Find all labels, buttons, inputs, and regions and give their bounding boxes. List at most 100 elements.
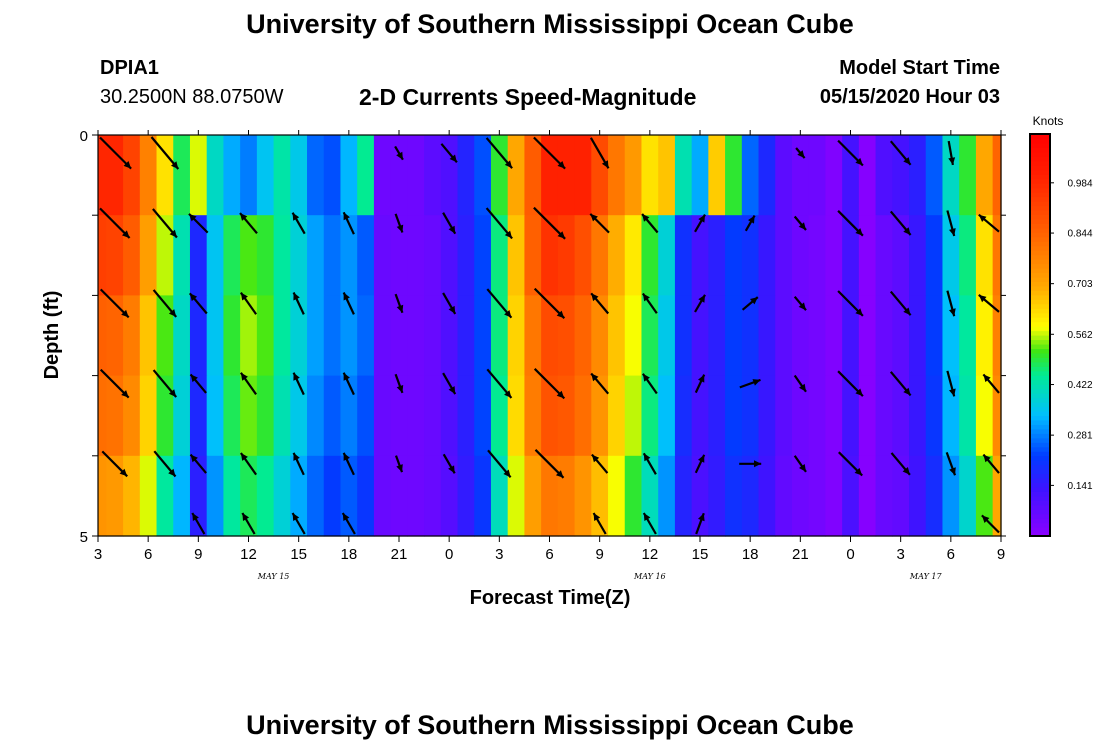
heatmap-cell: [975, 135, 994, 216]
arrow-head: [343, 372, 350, 381]
arrow-head: [556, 390, 565, 399]
heatmap-cell: [758, 375, 776, 457]
heatmap-cell: [173, 215, 191, 296]
heatmap-cell: [975, 455, 994, 537]
current-arrow: [978, 294, 1000, 313]
arrow-head: [189, 293, 198, 302]
heatmap-cell: [373, 375, 392, 457]
heatmap-cell: [139, 375, 158, 457]
heatmap-cell: [457, 455, 475, 537]
heatmap-cell: [591, 375, 609, 457]
heatmap-cell: [591, 295, 609, 377]
x-tick-label: 6: [947, 546, 955, 563]
heatmap-cell: [808, 295, 827, 377]
heatmap-cell: [156, 375, 174, 457]
arrow-head: [949, 228, 956, 236]
current-arrow: [442, 212, 457, 235]
colorbar-segment: [1030, 424, 1050, 430]
heatmap-cell: [223, 295, 241, 377]
current-arrow: [291, 512, 306, 535]
heatmap-cell: [925, 215, 944, 296]
current-arrow: [485, 207, 513, 240]
heatmap-cell: [273, 135, 291, 216]
heatmap-cell: [240, 215, 258, 296]
heatmap-cell: [858, 295, 877, 377]
colorbar-segment: [1030, 178, 1050, 184]
heatmap-cell: [674, 455, 693, 537]
x-tick-label: 0: [846, 546, 854, 563]
current-arrow: [694, 454, 706, 474]
colorbar-segment: [1030, 495, 1050, 501]
heatmap-cell: [98, 135, 107, 216]
heatmap-cell: [992, 215, 1002, 296]
heatmap-cell: [373, 455, 392, 537]
heatmap-cell: [808, 215, 827, 296]
heatmap-cell: [373, 295, 392, 377]
heatmap-cell: [323, 455, 342, 537]
x-tick-label: 21: [391, 546, 408, 563]
arrow-head: [698, 454, 705, 463]
colorbar-segment: [1030, 201, 1050, 207]
heatmap-cell: [206, 135, 225, 216]
arrow-head: [642, 214, 650, 222]
current-arrow: [744, 215, 756, 232]
colorbar-segment: [1030, 160, 1050, 166]
arrow-head: [293, 292, 300, 301]
colorbar-segment: [1030, 272, 1050, 278]
colorbar-segment: [1030, 183, 1050, 189]
heatmap-cell: [942, 455, 960, 537]
heatmap-cell: [858, 455, 877, 537]
arrow-head: [396, 464, 403, 473]
heatmap-cell: [791, 455, 810, 537]
arrow-head: [983, 374, 991, 383]
x-tick-label: 9: [194, 546, 202, 563]
heatmap-cell: [557, 135, 576, 216]
heatmap-cell: [98, 375, 107, 457]
current-arrow: [533, 368, 566, 400]
colorbar-segment: [1030, 477, 1050, 483]
heatmap-cell: [123, 215, 141, 296]
heatmap-cell: [323, 135, 342, 216]
heatmap-cell: [674, 215, 693, 296]
heatmap-cell: [892, 455, 910, 537]
arrow-head: [504, 390, 512, 398]
current-arrow: [291, 212, 306, 235]
arrow-head: [168, 468, 176, 477]
heatmap-cell: [206, 455, 225, 537]
heatmap-cell: [223, 215, 241, 296]
heatmap-cell: [189, 135, 208, 216]
colorbar-segment: [1030, 196, 1050, 202]
heatmap-cell: [608, 135, 626, 216]
heatmap-cell: [825, 135, 843, 216]
colorbar-segment: [1030, 321, 1050, 327]
current-arrow: [292, 372, 305, 396]
arrow-head: [557, 161, 566, 169]
colorbar-segment: [1030, 281, 1050, 287]
heatmap-cell: [775, 295, 793, 377]
x-tick-label: 12: [641, 546, 658, 563]
colorbar-segment: [1030, 348, 1050, 354]
arrow-head: [750, 297, 758, 305]
heatmap-cell: [440, 135, 459, 216]
current-arrow: [342, 211, 355, 235]
colorbar-segment: [1030, 138, 1050, 144]
heatmap-cell: [156, 215, 174, 296]
colorbar-segment: [1030, 250, 1050, 256]
colorbar-segment: [1030, 218, 1050, 224]
heatmap-cell: [98, 295, 107, 377]
heatmap-cell: [892, 135, 910, 216]
arrow-head: [698, 294, 705, 303]
arrow-head: [643, 453, 651, 462]
colorbar-segment: [1030, 294, 1050, 300]
current-arrow: [889, 140, 912, 166]
colorbar-segment: [1030, 379, 1050, 385]
arrow-head: [797, 150, 805, 159]
colorbar-segment: [1030, 352, 1050, 358]
heatmap-cell: [106, 135, 124, 216]
heatmap-cell: [490, 455, 509, 537]
heatmap-cell: [507, 455, 526, 537]
arrow-head: [448, 386, 456, 395]
current-arrow: [188, 213, 209, 234]
current-arrow: [642, 512, 657, 535]
colorbar-segment: [1030, 241, 1050, 247]
